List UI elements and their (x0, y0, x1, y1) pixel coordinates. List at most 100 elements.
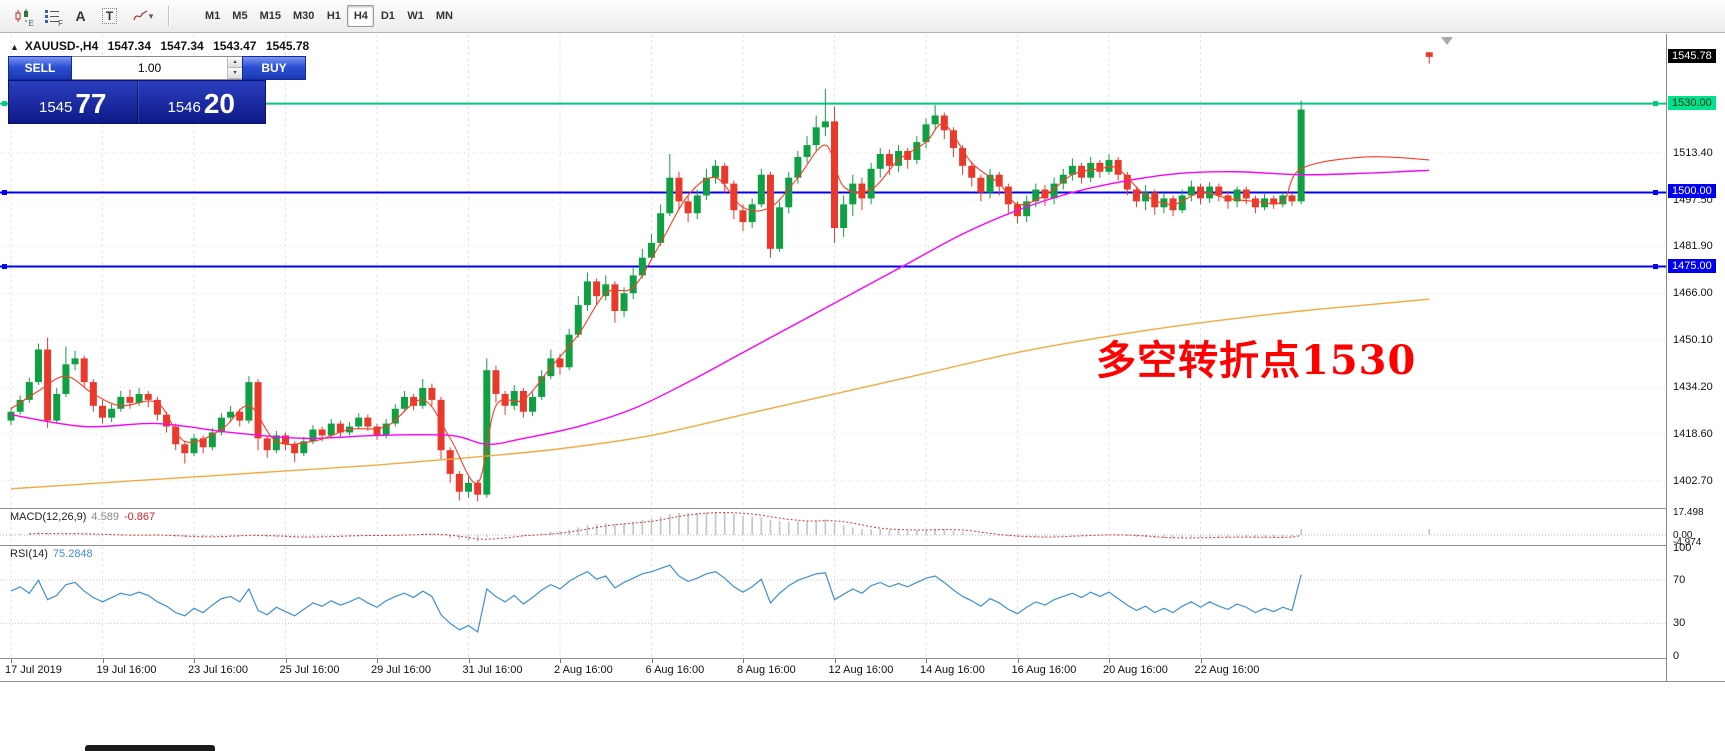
spinner-down-icon[interactable]: ▾ (228, 68, 242, 79)
timeframe-button-w1[interactable]: W1 (407, 10, 424, 22)
time-axis-label: 8 Aug 16:00 (737, 664, 796, 676)
buy-price-big-figure: 1546 (167, 99, 201, 116)
timeframe-button-h1[interactable]: H1 (326, 10, 341, 22)
ma-orange-line (10, 298, 1430, 490)
time-axis-label: 31 Jul 16:00 (462, 664, 523, 676)
time-tick (11, 659, 12, 663)
chevron-down-icon: ▾ (148, 10, 154, 21)
sell-button[interactable]: SELL (8, 56, 72, 80)
horizontal-line-1475[interactable] (0, 264, 1666, 270)
squiggle-glyph (133, 10, 148, 21)
pane-separator[interactable] (0, 508, 1725, 509)
time-tick (834, 659, 836, 663)
indicator-list-icon[interactable]: F (37, 4, 66, 28)
text-tool-label: A (75, 8, 86, 24)
buy-price-display[interactable]: 1546 20 (136, 81, 266, 123)
time-tick (468, 659, 470, 663)
annotation-text: 多空转折点1530 (1096, 337, 1417, 384)
macd-pane[interactable] (0, 509, 1666, 545)
price-axis[interactable]: 1513.40 1497.50 1481.90 1466.00 1450.10 1434.… (1666, 34, 1725, 681)
spinner-up-icon[interactable]: ▴ (228, 57, 242, 68)
sell-price-big-figure: 1545 (38, 99, 73, 116)
pane-separator[interactable] (0, 658, 1725, 659)
volume-field: ▴ ▾ (72, 56, 242, 80)
price-axis-label: 1450.10 (1673, 334, 1713, 347)
time-tick (1200, 659, 1202, 663)
horizontal-line-1530[interactable] (0, 101, 1666, 107)
volume-spinner: ▴ ▾ (227, 57, 242, 79)
time-axis-label: 20 Aug 16:00 (1103, 664, 1168, 676)
label-tool-icon[interactable]: T (95, 4, 124, 28)
timeframe-button-m15[interactable]: M15 (259, 10, 281, 22)
macd-main-value: 4.589 (91, 511, 119, 523)
volume-input[interactable] (72, 57, 227, 79)
macd-signal-line (29, 512, 1302, 540)
pane-separator[interactable] (0, 545, 1725, 546)
chart-shift-marker[interactable] (1441, 37, 1453, 45)
rsi-axis-label: 100 (1673, 542, 1692, 554)
time-axis-label: 22 Aug 16:00 (1194, 664, 1260, 676)
time-axis-label: 16 Aug 16:00 (1011, 664, 1077, 676)
candlestick-series (7, 52, 1433, 502)
chart-tab-strip[interactable] (85, 745, 215, 751)
time-axis-label: 23 Jul 16:00 (188, 664, 248, 676)
rsi-pane[interactable] (0, 546, 1666, 658)
time-axis-label: 25 Jul 16:00 (279, 664, 340, 676)
time-tick (926, 659, 927, 663)
icon-sub-label: E (28, 19, 34, 28)
one-click-collapse-arrow[interactable]: ▲ (10, 42, 19, 52)
price-axis-label: 1513.40 (1673, 146, 1713, 159)
text-annotation-icon[interactable]: A (66, 4, 95, 28)
candles-glyph (15, 9, 28, 22)
price-axis-label: 1402.70 (1673, 474, 1713, 487)
list-glyph (44, 10, 59, 23)
rsi-label: RSI(14) (10, 548, 48, 560)
time-axis[interactable]: 17 Jul 2019 19 Jul 16:00 23 Jul 16:00 25 Ju… (0, 659, 1666, 681)
ma-red-line (10, 123, 1430, 484)
buy-button[interactable]: BUY (242, 56, 306, 80)
ohlc-open: 1547.34 (107, 39, 151, 53)
rsi-axis-label: 0 (1673, 649, 1680, 662)
time-axis-label: 2 Aug 16:00 (554, 664, 613, 676)
line-studies-icon[interactable]: ▾ (124, 4, 162, 28)
price-badge-1500-00: 1500.00 (1668, 184, 1716, 199)
rsi-header: RSI(14) 75.2848 (10, 548, 93, 560)
ohlc-high: 1547.34 (160, 39, 204, 53)
macd-header: MACD(12,26,9) 4.589 -0.867 (10, 511, 155, 523)
timeframe-button-m1[interactable]: M1 (205, 10, 221, 22)
timeframe-button-m5[interactable]: M5 (232, 10, 248, 22)
one-click-trading-panel: SELL ▴ ▾ BUY 1545 77 1546 20 (8, 56, 306, 124)
time-tick (377, 659, 378, 663)
timeframe-button-h4[interactable]: H4 (347, 5, 375, 27)
price-chart-pane[interactable] (0, 34, 1666, 508)
ohlc-low: 1543.47 (213, 39, 257, 53)
time-tick (560, 659, 561, 663)
macd-axis-label: -4.974 (1673, 536, 1702, 548)
price-axis-label: 1418.60 (1673, 427, 1713, 440)
timeframe-group: M1 M5 M15 M30 H1 H4 D1 W1 MN (199, 5, 459, 27)
time-axis-label: 14 Aug 16:00 (920, 664, 985, 676)
time-axis-label: 19 Jul 16:00 (96, 664, 157, 676)
sell-price-display[interactable]: 1545 77 (9, 81, 137, 123)
time-tick (194, 659, 195, 663)
symbol-label: XAUUSD-,H4 (24, 39, 99, 53)
ohlc-close: 1545.78 (265, 39, 310, 53)
rsi-axis-label: 30 (1673, 617, 1686, 630)
time-tick (285, 659, 287, 663)
label-tool-letter: T (101, 8, 118, 24)
timeframe-button-m30[interactable]: M30 (292, 10, 315, 22)
sell-price-fraction: 77 (75, 88, 107, 119)
timeframe-button-d1[interactable]: D1 (380, 10, 395, 22)
price-badge-1545-78: 1545.78 (1668, 48, 1716, 63)
toolbar-separator (168, 6, 169, 26)
one-click-prices: 1545 77 1546 20 (8, 80, 266, 124)
candlestick-chart-icon[interactable]: E (8, 4, 37, 28)
rsi-value: 75.2848 (52, 548, 93, 560)
timeframe-button-mn[interactable]: MN (435, 10, 453, 22)
price-axis-label: 1466.00 (1673, 287, 1713, 300)
time-tick (651, 659, 653, 663)
chart-bottom-border (0, 681, 1725, 682)
macd-axis-label: 17.498 (1673, 507, 1704, 518)
price-axis-label: 1481.90 (1673, 240, 1713, 253)
